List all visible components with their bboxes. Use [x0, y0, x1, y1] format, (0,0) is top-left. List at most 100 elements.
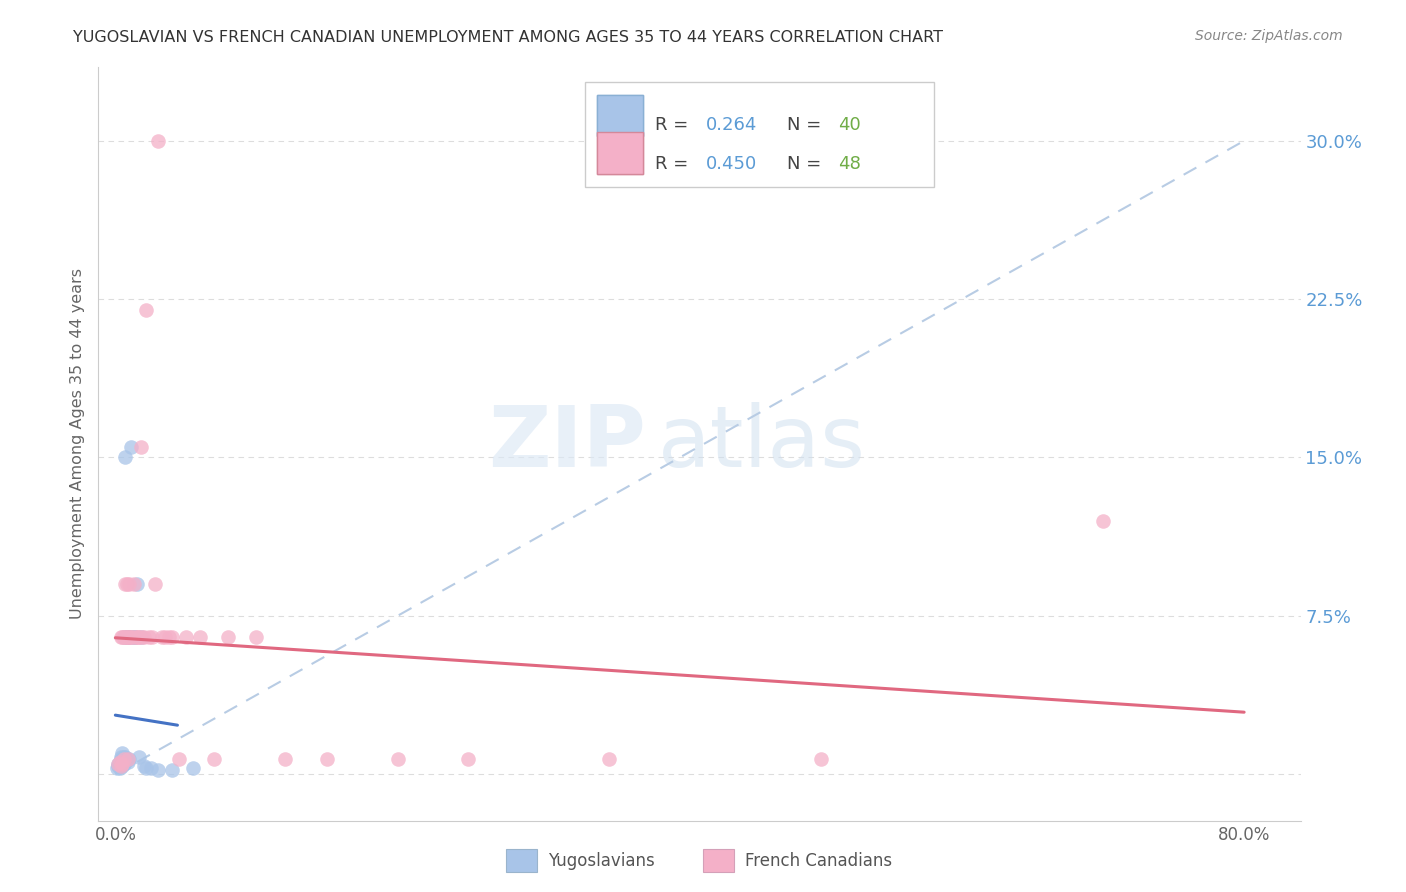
Point — [108, 755, 131, 769]
Text: atlas: atlas — [658, 402, 866, 485]
Point — [117, 755, 139, 769]
Point — [132, 630, 155, 644]
Point — [202, 752, 225, 766]
Point — [138, 630, 160, 644]
Point — [108, 761, 131, 775]
Point — [112, 630, 135, 644]
Point — [108, 755, 131, 769]
Point — [128, 630, 150, 644]
Point — [121, 630, 143, 644]
Text: 48: 48 — [838, 155, 860, 173]
Point — [316, 752, 339, 766]
Point — [114, 630, 136, 644]
Point — [107, 756, 129, 771]
Point — [111, 756, 134, 771]
Point — [132, 758, 155, 772]
Text: N =: N = — [787, 155, 827, 173]
Point — [129, 440, 152, 454]
Bar — [598, 133, 643, 174]
Point — [120, 630, 142, 644]
Point — [141, 630, 163, 644]
Point — [174, 630, 197, 644]
Point — [114, 450, 136, 465]
Point — [110, 756, 132, 771]
Point — [117, 630, 139, 644]
Point — [115, 630, 138, 644]
Point — [122, 630, 145, 644]
Point — [387, 752, 409, 766]
Point — [125, 630, 148, 644]
Point — [112, 752, 135, 766]
Point — [139, 761, 162, 775]
Point — [135, 302, 157, 317]
Point — [124, 630, 146, 644]
Point — [217, 630, 239, 644]
Point — [129, 630, 152, 644]
Point — [245, 630, 267, 644]
Point — [114, 750, 136, 764]
Point — [124, 630, 146, 644]
Point — [118, 630, 141, 644]
Point — [111, 746, 134, 760]
Text: French Canadians: French Canadians — [745, 852, 893, 870]
Point — [150, 630, 173, 644]
Point — [598, 752, 620, 766]
Point — [181, 761, 204, 775]
Text: ZIP: ZIP — [488, 402, 645, 485]
Point — [810, 752, 832, 766]
Point — [112, 756, 135, 771]
Point — [107, 756, 129, 771]
Point — [110, 752, 132, 766]
Point — [117, 630, 139, 644]
Point — [118, 630, 141, 644]
Point — [160, 763, 183, 777]
Point — [108, 756, 131, 771]
Point — [457, 752, 479, 766]
Point — [128, 750, 150, 764]
Point — [120, 440, 142, 454]
Point — [114, 577, 136, 591]
Point — [153, 630, 176, 644]
Point — [105, 761, 128, 775]
Text: 40: 40 — [838, 116, 860, 134]
Text: Yugoslavians: Yugoslavians — [548, 852, 655, 870]
Point — [131, 630, 153, 644]
Bar — [598, 95, 643, 136]
Y-axis label: Unemployment Among Ages 35 to 44 years: Unemployment Among Ages 35 to 44 years — [69, 268, 84, 619]
Point — [167, 752, 190, 766]
Point — [157, 630, 180, 644]
Point — [188, 630, 211, 644]
Text: N =: N = — [787, 116, 827, 134]
Text: Source: ZipAtlas.com: Source: ZipAtlas.com — [1195, 29, 1343, 43]
Point — [115, 630, 138, 644]
Point — [118, 752, 141, 766]
Point — [118, 577, 141, 591]
Point — [117, 752, 139, 766]
Point — [135, 761, 157, 775]
Point — [115, 752, 138, 766]
Point — [1092, 514, 1115, 528]
Point — [111, 752, 134, 766]
Point — [110, 758, 132, 772]
Point — [110, 630, 132, 644]
Point — [111, 630, 134, 644]
Text: YUGOSLAVIAN VS FRENCH CANADIAN UNEMPLOYMENT AMONG AGES 35 TO 44 YEARS CORRELATIO: YUGOSLAVIAN VS FRENCH CANADIAN UNEMPLOYM… — [73, 30, 943, 45]
Point — [160, 630, 183, 644]
Text: R =: R = — [655, 116, 695, 134]
Point — [111, 758, 134, 772]
FancyBboxPatch shape — [585, 82, 934, 187]
Text: 0.450: 0.450 — [706, 155, 756, 173]
Point — [125, 577, 148, 591]
Point — [114, 755, 136, 769]
Point — [110, 750, 132, 764]
Point — [122, 577, 145, 591]
Point — [143, 577, 166, 591]
Point — [112, 752, 135, 766]
Text: 0.264: 0.264 — [706, 116, 756, 134]
Point — [112, 750, 135, 764]
Point — [146, 763, 169, 777]
Point — [115, 577, 138, 591]
Point — [110, 758, 132, 772]
Point — [127, 630, 149, 644]
Point — [121, 630, 143, 644]
